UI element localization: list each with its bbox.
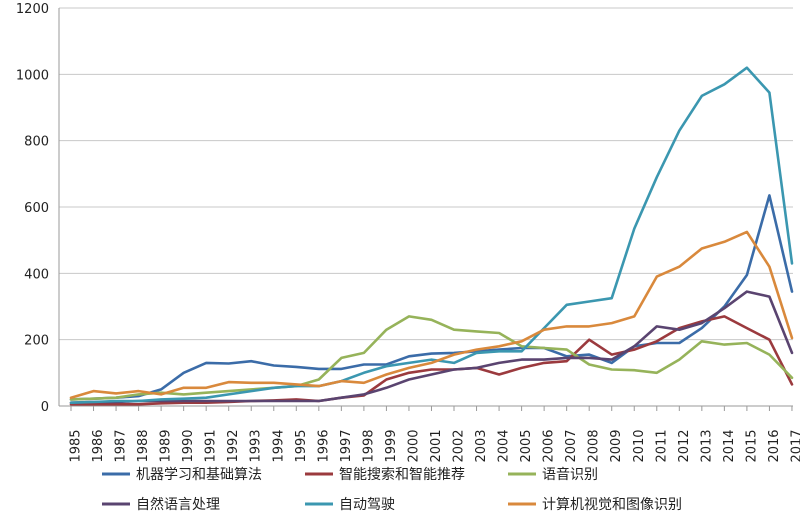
x-tick-label: 2000 xyxy=(406,429,421,462)
x-tick-label: 2001 xyxy=(429,429,444,462)
y-tick-label: 400 xyxy=(24,267,49,282)
x-tick-label: 2008 xyxy=(587,429,602,462)
series-line-3 xyxy=(69,315,794,401)
legend-label: 自动驾驶 xyxy=(339,497,395,513)
series-line-2 xyxy=(69,315,794,406)
x-tick-label: 1989 xyxy=(159,429,174,462)
legend-label: 语音识别 xyxy=(542,466,598,483)
x-tick-label: 1999 xyxy=(384,429,399,462)
x-tick-label: 1994 xyxy=(271,429,286,462)
x-tick-label: 2016 xyxy=(767,429,782,462)
x-tick-label: 1990 xyxy=(181,429,196,462)
x-tick-label: 1987 xyxy=(114,429,129,462)
x-tick-label: 2012 xyxy=(677,429,692,462)
x-tick-label: 1998 xyxy=(361,429,376,462)
x-tick-label: 2009 xyxy=(609,429,624,462)
x-tick-label: 1996 xyxy=(316,429,331,462)
x-tick-label: 2013 xyxy=(699,429,714,462)
series-line-4 xyxy=(69,290,794,405)
x-tick-label: 2010 xyxy=(632,429,647,462)
x-tick-label: 1995 xyxy=(294,429,309,462)
x-tick-label: 2011 xyxy=(654,429,669,462)
legend-label: 智能搜索和智能推荐 xyxy=(339,466,465,483)
x-tick-label: 2015 xyxy=(744,429,759,462)
x-tick-label: 1997 xyxy=(339,429,354,462)
x-tick-label: 2002 xyxy=(452,429,467,462)
x-tick-label: 1992 xyxy=(226,429,241,462)
y-tick-label: 0 xyxy=(41,400,49,415)
x-tick-label: 2017 xyxy=(789,429,800,462)
x-tick-label: 2003 xyxy=(474,429,489,462)
y-tick-label: 1200 xyxy=(16,2,49,17)
y-tick-label: 600 xyxy=(24,201,49,216)
y-tick-label: 1000 xyxy=(16,68,49,83)
x-tick-label: 1993 xyxy=(249,429,264,462)
series-line-5 xyxy=(69,66,794,405)
x-tick-label: 2007 xyxy=(564,429,579,462)
y-tick-label: 800 xyxy=(24,135,49,150)
x-tick-label: 1991 xyxy=(204,429,219,462)
legend-label: 自然语言处理 xyxy=(136,496,220,513)
series-line-1 xyxy=(69,194,794,401)
x-tick-label: 2005 xyxy=(519,429,534,462)
legend-label: 计算机视觉和图像识别 xyxy=(542,497,682,513)
y-tick-label: 200 xyxy=(24,334,49,349)
x-tick-label: 1986 xyxy=(91,429,106,462)
x-tick-label: 2004 xyxy=(497,429,512,462)
x-tick-label: 2006 xyxy=(542,429,557,462)
x-tick-label: 1988 xyxy=(136,429,151,462)
x-tick-label: 1985 xyxy=(69,429,84,462)
x-tick-label: 2014 xyxy=(722,429,737,462)
series-line-6 xyxy=(69,230,794,400)
legend-label: 机器学习和基础算法 xyxy=(136,466,262,483)
